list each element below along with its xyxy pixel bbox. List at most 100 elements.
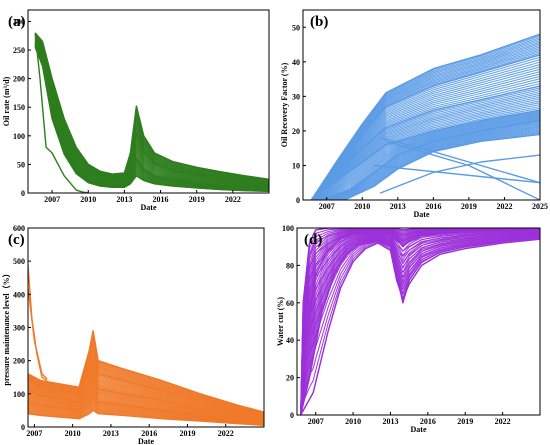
ensemble-line [311, 115, 540, 200]
series-line-0 [300, 236, 540, 415]
x-axis-label: Date [414, 210, 430, 219]
y-axis-label: Oil rate (m³/d) [2, 76, 11, 126]
x-tick-label: 2022 [218, 429, 234, 438]
panel-c: 0 100 200 300 400 500 600 2007 2010 2013 2016 2019 2… [1, 224, 265, 445]
series-line-4 [34, 32, 89, 193]
ensemble-line [311, 112, 540, 200]
series-line-5 [28, 264, 48, 382]
y-tick-label: 40 [286, 336, 294, 345]
ensemble-line [300, 229, 540, 415]
y-tick-label: 50 [292, 23, 300, 32]
plot-area [300, 228, 540, 415]
series-line-0 [310, 33, 540, 200]
plot-area [310, 33, 540, 200]
x-tick-label: 2022 [496, 202, 512, 211]
y-tick-label: 100 [13, 390, 25, 399]
y-axis-label: pressure maintenance level（%） [1, 269, 11, 385]
x-axis-label: Date [411, 425, 427, 434]
y-axis-label: Oil Recovery Factor (%) [280, 62, 289, 147]
plot-area [28, 264, 264, 426]
ensemble-line [320, 128, 540, 200]
axes-frame [296, 227, 541, 416]
x-tick-label: 2007 [44, 195, 60, 204]
x-tick-label: 2007 [319, 202, 335, 211]
x-tick-label: 2016 [141, 429, 157, 438]
y-tick-label: 100 [282, 224, 294, 233]
axes-frame [27, 9, 270, 194]
series-line-3 [34, 46, 269, 192]
x-tick-label: 2007 [26, 429, 42, 438]
y-tick-label: 0 [21, 423, 25, 432]
y-tick-label: 600 [13, 224, 25, 233]
ensemble-line [311, 117, 540, 200]
x-tick-label: 2019 [179, 429, 195, 438]
y-tick-label: 300 [13, 17, 25, 26]
x-tick-label: 2022 [495, 417, 511, 426]
ensemble-line [300, 233, 540, 415]
panel-label: (b) [310, 14, 328, 30]
y-tick-label: 200 [13, 75, 25, 84]
series-line-3 [28, 393, 264, 424]
x-tick-label: 2010 [65, 429, 81, 438]
x-tick-label: 2007 [308, 417, 324, 426]
y-tick-label: 20 [286, 374, 294, 383]
panel-label: (a) [8, 14, 26, 30]
ensemble-line [311, 119, 540, 200]
ensemble-line [311, 114, 540, 200]
ensemble-line [320, 126, 540, 200]
ensemble-line [310, 110, 540, 200]
y-tick-label: 400 [13, 290, 25, 299]
panel-label: (d) [304, 232, 322, 248]
y-tick-label: 500 [13, 257, 25, 266]
x-tick-label: 2016 [153, 195, 169, 204]
x-tick-label: 2025 [532, 202, 548, 211]
ensemble-line [320, 129, 540, 200]
x-tick-label: 2013 [382, 417, 398, 426]
series-line-2 [28, 376, 264, 421]
series-line-2 [34, 42, 269, 191]
ensemble-line [300, 238, 540, 415]
x-tick-label: 2019 [457, 417, 473, 426]
ensemble-line [300, 232, 540, 415]
y-axis-label: Water cut (%) [276, 297, 285, 347]
series-line-0 [34, 32, 269, 180]
ensemble-line [300, 231, 540, 415]
ensemble-line [311, 111, 540, 200]
ensemble-line [320, 127, 540, 200]
series-line-2 [300, 228, 540, 415]
y-tick-label: 0 [296, 196, 300, 205]
series-line-6 [28, 287, 48, 380]
axes-frame [302, 9, 541, 201]
panel-label: (c) [8, 232, 25, 248]
y-tick-label: 300 [13, 324, 25, 333]
ensemble-line [311, 116, 540, 200]
y-tick-label: 0 [21, 189, 25, 198]
series-line-7 [379, 137, 540, 184]
y-tick-label: 80 [286, 261, 294, 270]
x-tick-label: 2013 [390, 202, 406, 211]
x-tick-label: 2010 [80, 195, 96, 204]
panel-b: 0 10 20 30 40 50 2007 2010 2013 2016 2019 2022 2025 D… [280, 9, 548, 219]
series-line-1 [34, 38, 269, 186]
series-line-5 [344, 133, 540, 200]
ensemble-line [300, 234, 540, 415]
ensemble-line [320, 124, 540, 200]
y-tick-label: 100 [13, 132, 25, 141]
x-tick-label: 2010 [354, 202, 370, 211]
panel-a: 0 50 100 150 200 250 300 2007 2010 2013 2016 2019 20… [2, 9, 270, 212]
panel-d: 0 20 40 60 80 100 2007 2010 2013 2016 2019 2022 Date… [276, 224, 541, 434]
series-line-0 [28, 330, 264, 413]
x-tick-label: 2016 [420, 417, 436, 426]
series-line-3 [300, 238, 540, 415]
y-tick-label: 50 [17, 160, 25, 169]
series-line-2 [310, 85, 540, 200]
x-tick-label: 2016 [425, 202, 441, 211]
ensemble-line [311, 112, 540, 200]
series-line-1 [310, 54, 540, 200]
x-tick-label: 2013 [116, 195, 132, 204]
y-tick-label: 40 [292, 58, 300, 67]
y-tick-label: 200 [13, 357, 25, 366]
y-tick-label: 60 [286, 299, 294, 308]
y-tick-label: 150 [13, 103, 25, 112]
